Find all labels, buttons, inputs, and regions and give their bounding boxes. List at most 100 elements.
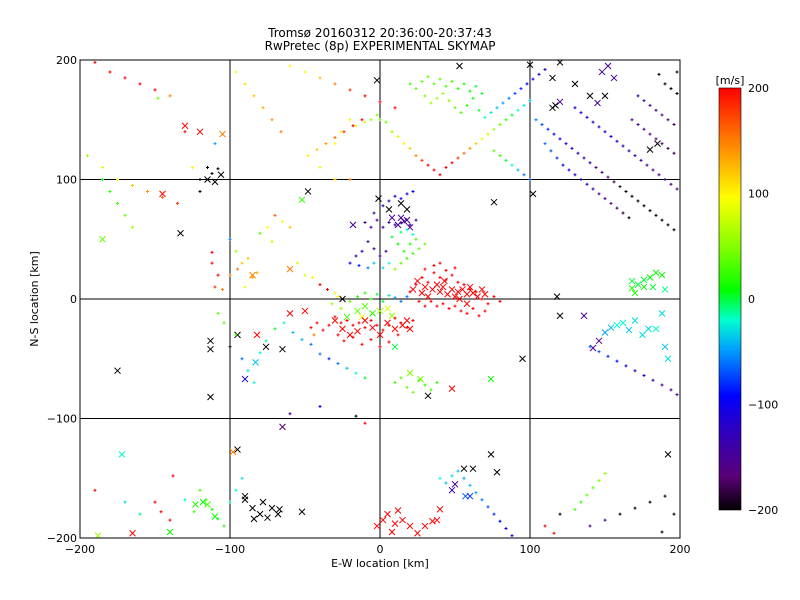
cross-point <box>625 326 633 334</box>
plus-point <box>549 149 553 153</box>
plus-point <box>345 319 349 323</box>
y-tick-label: −100 <box>47 413 77 426</box>
plus-point <box>273 327 277 331</box>
plus-point <box>192 510 196 514</box>
plus-point <box>351 124 355 128</box>
plus-point <box>393 316 397 320</box>
plus-point <box>426 280 430 284</box>
plus-point <box>408 290 412 294</box>
plus-point <box>654 108 658 112</box>
x-axis-label: E-W location [km] <box>331 557 429 570</box>
plus-point <box>303 70 307 74</box>
plus-point <box>495 106 499 110</box>
colorbar <box>718 87 742 511</box>
plus-point <box>552 531 556 535</box>
plus-point <box>522 103 526 107</box>
plus-point <box>477 314 481 318</box>
plus-point <box>591 486 595 490</box>
cross-point <box>249 504 256 512</box>
plus-point <box>498 123 502 127</box>
plus-point <box>375 323 379 327</box>
plus-point <box>438 261 442 265</box>
plus-point <box>123 500 127 504</box>
plus-point <box>435 304 439 308</box>
plus-point <box>642 127 646 131</box>
plus-point <box>390 130 394 134</box>
plus-point <box>210 250 214 254</box>
plus-point <box>138 512 142 516</box>
plus-point <box>204 498 208 502</box>
plus-point <box>138 82 142 86</box>
plus-point <box>357 321 361 325</box>
cross-point <box>628 284 636 292</box>
plus-point <box>251 275 254 279</box>
cross-point <box>619 319 627 327</box>
cross-point <box>610 74 618 82</box>
plus-point <box>378 118 382 122</box>
plus-point <box>360 249 364 253</box>
plus-point <box>387 199 391 203</box>
plus-point <box>504 526 508 530</box>
plus-point <box>396 242 400 246</box>
cross-point <box>274 510 282 518</box>
plus-point <box>432 271 436 275</box>
plus-point <box>234 249 238 253</box>
plus-point <box>315 148 319 152</box>
plus-point <box>600 170 604 174</box>
cross-point <box>207 393 214 401</box>
plus-point <box>669 388 673 392</box>
plus-point <box>630 194 634 198</box>
plus-point <box>648 500 652 504</box>
plus-point <box>396 333 400 337</box>
plus-point <box>414 283 418 287</box>
cross-point <box>640 283 648 291</box>
plus-point <box>414 237 418 241</box>
plus-point <box>384 249 388 253</box>
plus-point <box>456 156 460 160</box>
plus-point <box>387 261 391 265</box>
plus-point <box>621 144 625 148</box>
cross-point <box>451 293 459 300</box>
cross-point <box>439 283 447 291</box>
cross-point <box>556 312 564 320</box>
cross-point <box>339 325 346 333</box>
plus-point <box>498 299 502 303</box>
plus-point <box>618 512 622 516</box>
plus-point <box>339 321 343 325</box>
plus-point <box>591 120 595 124</box>
plus-point <box>651 168 655 172</box>
plus-point <box>612 180 616 184</box>
cross-point <box>451 480 459 488</box>
cross-point <box>421 522 429 530</box>
plus-point <box>480 137 484 141</box>
cross-point <box>436 288 444 296</box>
plus-point <box>291 330 295 334</box>
plus-point <box>348 261 352 265</box>
cross-point <box>388 214 396 222</box>
plus-point <box>264 339 268 343</box>
plus-point <box>642 204 646 208</box>
plus-point <box>588 524 592 528</box>
cross-point <box>631 317 639 324</box>
cross-point <box>645 325 652 333</box>
plus-point <box>567 168 571 172</box>
cross-point <box>661 343 669 351</box>
plus-point <box>417 378 421 382</box>
plus-point <box>429 388 433 392</box>
plus-point <box>522 173 526 177</box>
plus-point <box>513 91 517 95</box>
plus-point <box>432 82 436 86</box>
plus-point <box>273 213 277 217</box>
cross-point <box>129 529 136 537</box>
cross-point <box>361 302 369 310</box>
plus-point <box>372 247 376 251</box>
plus-point <box>660 530 664 534</box>
cross-point <box>454 288 462 296</box>
plus-point <box>651 378 655 382</box>
plus-point <box>657 72 661 76</box>
plus-point <box>603 471 607 475</box>
plus-point <box>333 291 337 295</box>
cross-point <box>460 465 468 473</box>
plus-point <box>309 326 313 330</box>
plus-point <box>258 351 262 355</box>
